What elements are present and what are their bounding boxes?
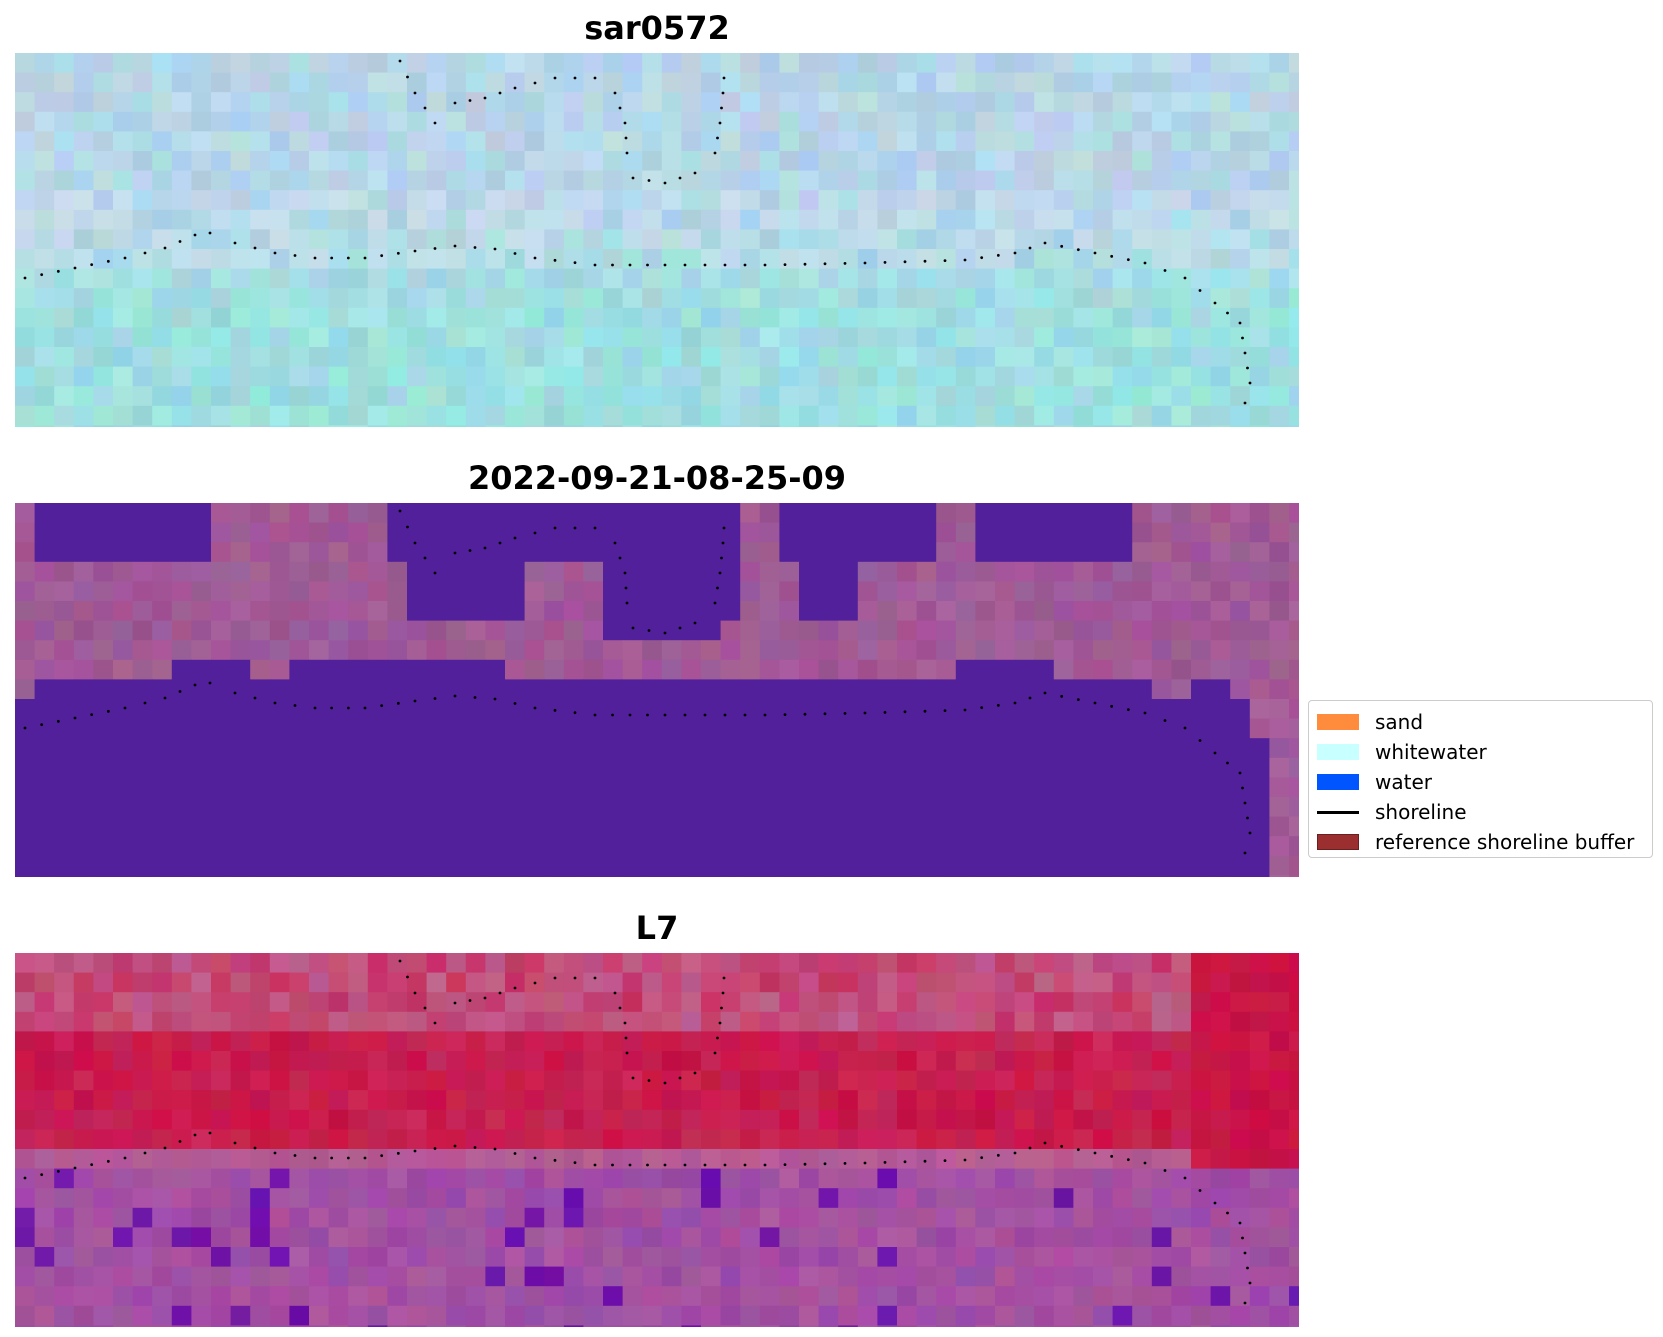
sar-image-panel	[15, 53, 1299, 427]
legend-label-shoreline: shoreline	[1375, 800, 1467, 824]
legend-label-whitewater: whitewater	[1375, 740, 1487, 764]
landsat-image	[15, 953, 1299, 1327]
legend-item-whitewater: whitewater	[1317, 737, 1644, 767]
reference-buffer-swatch-icon	[1317, 834, 1359, 850]
legend-item-reference-buffer: reference shoreline buffer	[1317, 827, 1644, 857]
legend-label-sand: sand	[1375, 710, 1424, 734]
panel-title-date: 2022-09-21-08-25-09	[467, 459, 847, 497]
sar-image	[15, 53, 1299, 427]
panel-title-sar: sar0572	[584, 9, 730, 47]
water-swatch-icon	[1317, 774, 1359, 790]
legend-label-water: water	[1375, 770, 1432, 794]
legend-item-sand: sand	[1317, 707, 1644, 737]
legend-label-reference-buffer: reference shoreline buffer	[1375, 830, 1635, 854]
legend-item-shoreline: shoreline	[1317, 797, 1644, 827]
shoreline-line-icon	[1317, 810, 1359, 814]
whitewater-swatch-icon	[1317, 744, 1359, 760]
sand-swatch-icon	[1317, 714, 1359, 730]
classified-image-panel	[15, 503, 1299, 877]
legend-item-water: water	[1317, 767, 1644, 797]
panel-title-satellite: L7	[635, 909, 679, 947]
landsat-image-panel	[15, 953, 1299, 1327]
legend: sand whitewater water shoreline referenc…	[1308, 700, 1653, 858]
classified-image	[15, 503, 1299, 877]
